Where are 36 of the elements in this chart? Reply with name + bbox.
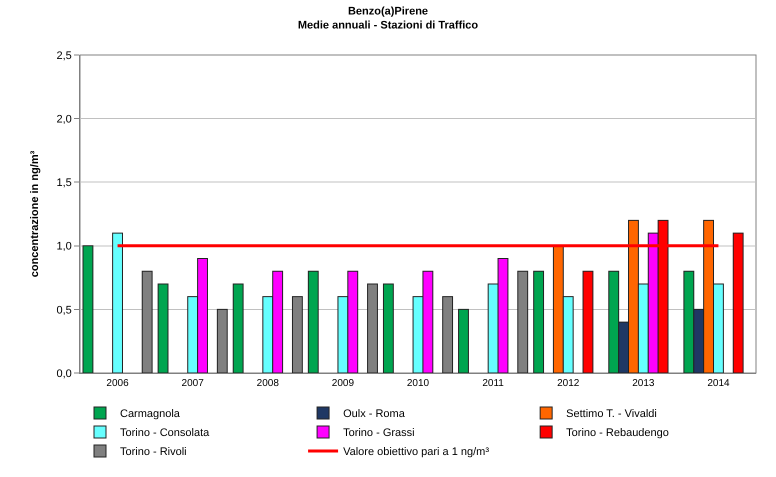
legend-label: Carmagnola [120, 408, 181, 420]
bar [82, 245, 94, 373]
x-tick-label: 2007 [182, 378, 204, 389]
x-tick-label: 2011 [482, 378, 504, 389]
bar [533, 270, 544, 373]
x-tick-label: 2009 [332, 378, 354, 389]
y-tick-label: 1,0 [56, 240, 72, 253]
x-tick-label: 2008 [256, 378, 280, 389]
legend-label: Valore obiettivo pari a 1 ng/m³ [343, 446, 490, 458]
x-tick-label: 2014 [707, 378, 730, 389]
bar [382, 283, 394, 373]
bar [308, 270, 319, 373]
legend-label: Torino - Grassi [343, 427, 415, 440]
x-tick-label: 2012 [557, 378, 580, 389]
x-tick-label: 2006 [106, 378, 130, 389]
legend-label: Oulx - Roma [343, 408, 406, 420]
legend-label: Torino - Consolata [120, 427, 210, 440]
bar [158, 283, 168, 373]
chart-title: Benzo(a)Pirene [348, 5, 428, 18]
x-tick-label: 2010 [406, 378, 430, 389]
legend-label: Settimo T. - Vivaldi [566, 408, 657, 420]
x-tick-label: 2013 [632, 378, 655, 389]
legend-label: Torino - Rebaudengo [566, 427, 669, 440]
bar [732, 232, 744, 373]
y-tick-label: 1,5 [56, 177, 72, 190]
bar [232, 283, 244, 373]
y-tick-label: 2,0 [56, 113, 72, 126]
chart-subtitle: Medie annuali - Stazioni di Traffico [298, 20, 478, 32]
bar [582, 270, 594, 373]
bar [112, 232, 123, 373]
y-tick-label: 0,0 [56, 368, 72, 380]
y-tick-label: 2,5 [56, 50, 72, 62]
bar [458, 308, 469, 373]
y-tick-label: 0,5 [56, 304, 72, 316]
y-axis-title: concentrazione in ng/m³ [29, 150, 42, 278]
legend-label: Torino - Rivoli [120, 446, 187, 458]
